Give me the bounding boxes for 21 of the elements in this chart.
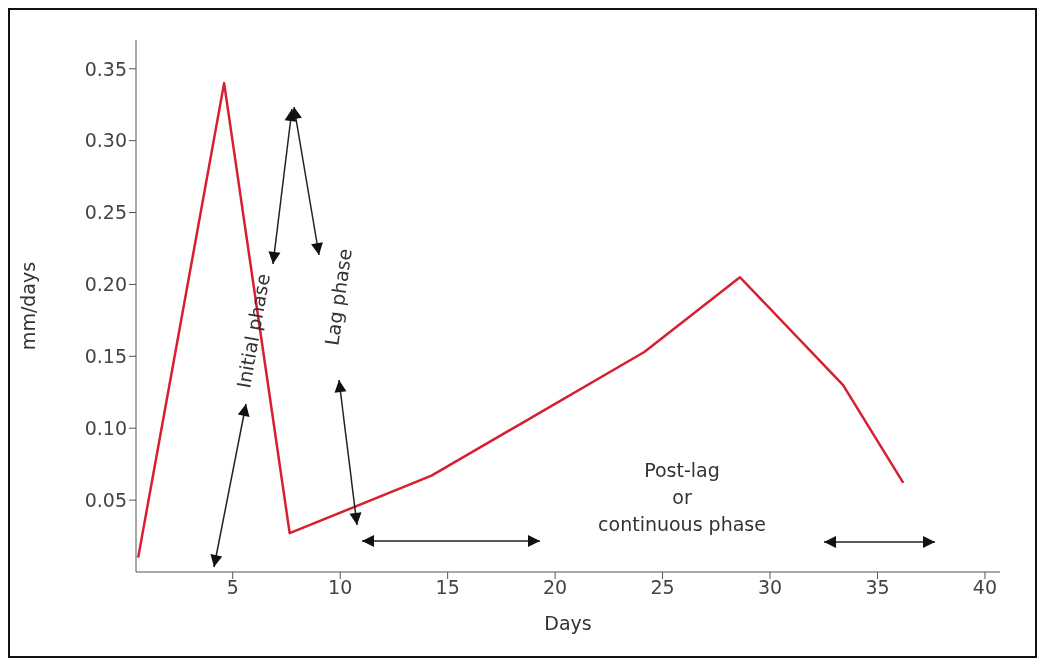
- y-tick-label: 0.35: [84, 57, 127, 80]
- y-tick-label: 0.10: [84, 416, 127, 439]
- y-axis-title: mm/days: [16, 261, 39, 351]
- annotation: Initial phase: [232, 271, 275, 390]
- y-tick-label: 0.30: [84, 129, 127, 152]
- x-tick-label: 35: [865, 576, 890, 599]
- x-tick-label: 25: [650, 576, 675, 599]
- x-tick-label: 15: [435, 576, 460, 599]
- x-tick-label: 5: [226, 576, 239, 599]
- line-series: [136, 81, 905, 559]
- x-tick-label: 40: [972, 576, 998, 599]
- x-tick-label: 20: [543, 576, 568, 599]
- y-tick-label: 0.25: [84, 201, 127, 224]
- y-tick-label: 0.20: [84, 273, 127, 296]
- annotation: Lag phase: [320, 247, 356, 347]
- annotation: Post-lag or continuous phase: [598, 459, 766, 535]
- y-tick-label: 0.05: [84, 488, 127, 511]
- x-axis-title: Days: [544, 612, 592, 634]
- x-tick-label: 10: [328, 576, 353, 599]
- x-tick-label: 30: [757, 576, 783, 599]
- y-tick-label: 0.15: [84, 345, 127, 368]
